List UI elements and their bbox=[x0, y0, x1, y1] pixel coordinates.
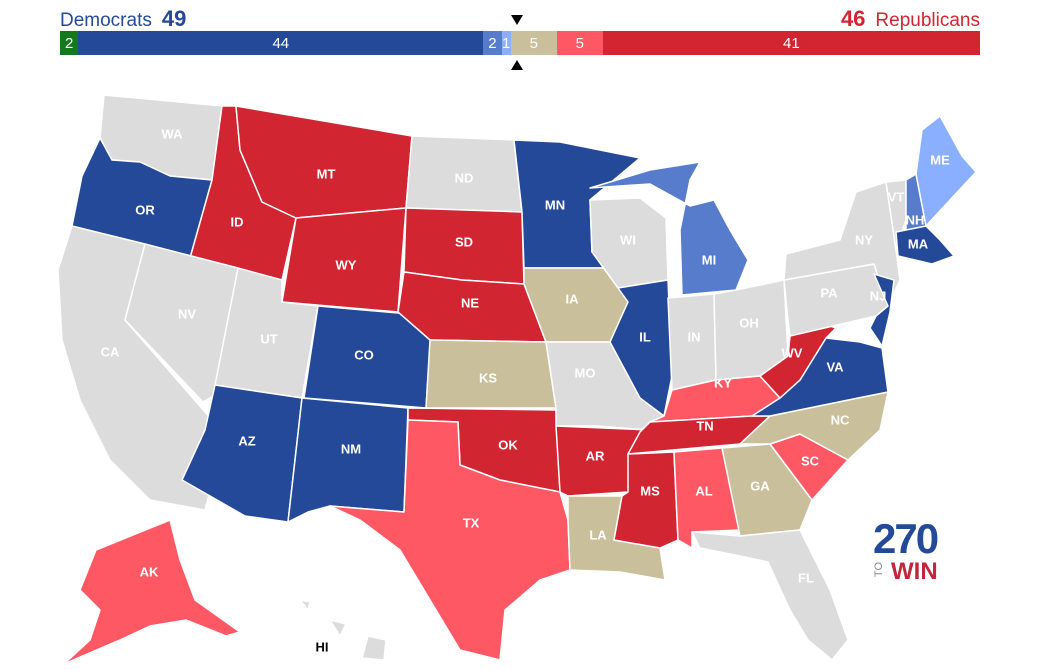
majority-marker-bottom-icon bbox=[511, 60, 523, 70]
bar-segment-1: 44 bbox=[78, 31, 484, 55]
state-label-oh: OH bbox=[739, 315, 759, 330]
state-label-mo: MO bbox=[575, 365, 596, 380]
state-label-nd: ND bbox=[455, 170, 474, 185]
state-label-id: ID bbox=[231, 214, 244, 229]
state-label-tn: TN bbox=[696, 418, 713, 433]
republicans-label: Republicans bbox=[875, 10, 980, 31]
state-label-wv: WV bbox=[782, 345, 803, 360]
state-label-mt: MT bbox=[317, 166, 336, 181]
state-label-nv: NV bbox=[178, 306, 196, 321]
state-nm[interactable] bbox=[287, 397, 409, 523]
state-label-ms: MS bbox=[640, 483, 660, 498]
summary-header: Democrats 49 46 Republicans bbox=[60, 4, 980, 32]
democrats-total: Democrats 49 bbox=[60, 6, 186, 32]
state-label-ga: GA bbox=[750, 478, 770, 493]
state-label-al: AL bbox=[695, 483, 712, 498]
state-label-nc: NC bbox=[831, 412, 850, 427]
logo-to: TO bbox=[873, 562, 885, 578]
bar-segment-6: 41 bbox=[602, 31, 980, 55]
state-label-sd: SD bbox=[455, 234, 473, 249]
state-label-hi: HI bbox=[316, 639, 329, 654]
state-ma[interactable] bbox=[895, 225, 955, 265]
state-nv[interactable] bbox=[124, 243, 239, 403]
logo-win: WIN bbox=[891, 558, 938, 585]
state-label-nh: NH bbox=[906, 212, 925, 227]
brand-logo[interactable]: 270 TO WIN bbox=[873, 515, 953, 586]
state-label-ar: AR bbox=[586, 448, 605, 463]
state-label-vt: VT bbox=[888, 189, 905, 204]
bar-segment-2: 2 bbox=[483, 31, 502, 55]
republicans-total: 46 Republicans bbox=[841, 6, 980, 32]
state-label-pa: PA bbox=[820, 285, 838, 300]
bar-segment-5: 5 bbox=[556, 31, 603, 55]
state-label-tx: TX bbox=[463, 515, 480, 530]
republicans-seat-count: 46 bbox=[840, 6, 866, 31]
state-label-ca: CA bbox=[101, 344, 120, 359]
state-label-wy: WY bbox=[336, 257, 357, 272]
state-nj[interactable] bbox=[869, 273, 895, 347]
state-label-az: AZ bbox=[238, 433, 255, 448]
state-wv[interactable] bbox=[759, 319, 837, 399]
state-label-ne: NE bbox=[461, 295, 479, 310]
state-label-fl: FL bbox=[798, 570, 814, 585]
state-label-ma: MA bbox=[908, 236, 929, 251]
state-tx[interactable] bbox=[329, 419, 571, 661]
state-label-ak: AK bbox=[140, 564, 159, 579]
state-label-co: CO bbox=[354, 347, 374, 362]
state-label-il: IL bbox=[639, 329, 651, 344]
state-hi[interactable] bbox=[299, 599, 387, 661]
state-label-or: OR bbox=[135, 202, 155, 217]
state-label-va: VA bbox=[826, 359, 844, 374]
state-ar[interactable] bbox=[555, 425, 651, 497]
state-label-nj: NJ bbox=[870, 288, 887, 303]
democrats-seat-count: 49 bbox=[161, 6, 187, 31]
bar-segment-4: 5 bbox=[510, 31, 557, 55]
state-me[interactable] bbox=[915, 115, 977, 227]
logo-number: 270 bbox=[873, 515, 939, 562]
state-label-nm: NM bbox=[341, 441, 361, 456]
majority-marker-top-icon bbox=[511, 15, 523, 25]
state-label-ny: NY bbox=[855, 232, 873, 247]
state-mt[interactable] bbox=[235, 105, 413, 219]
state-label-ok: OK bbox=[498, 437, 518, 452]
bar-segment-3: 1 bbox=[501, 31, 511, 55]
state-label-ut: UT bbox=[260, 331, 277, 346]
democrats-label: Democrats bbox=[60, 10, 152, 31]
state-label-wa: WA bbox=[162, 126, 184, 141]
state-ak[interactable] bbox=[63, 519, 241, 665]
us-senate-map: WA OR CA ID NV MT WY UT AZ CO NM ND SD NE KS OK TX MN IA MO… bbox=[57, 94, 977, 665]
bar-segment-0: 2 bbox=[60, 31, 79, 55]
state-label-la: LA bbox=[589, 527, 607, 542]
state-label-ky: KY bbox=[714, 375, 732, 390]
state-label-sc: SC bbox=[801, 453, 820, 468]
state-label-mn: MN bbox=[545, 197, 565, 212]
state-il[interactable] bbox=[609, 279, 673, 417]
state-label-mi: MI bbox=[702, 252, 716, 267]
state-label-ia: IA bbox=[566, 291, 580, 306]
state-label-me: ME bbox=[930, 152, 950, 167]
state-label-ks: KS bbox=[479, 370, 497, 385]
state-label-wi: WI bbox=[620, 232, 636, 247]
state-fl[interactable] bbox=[691, 529, 849, 661]
state-label-in: IN bbox=[688, 329, 701, 344]
seat-balance-bar: 2 44 2 1 5 5 41 bbox=[60, 31, 980, 55]
